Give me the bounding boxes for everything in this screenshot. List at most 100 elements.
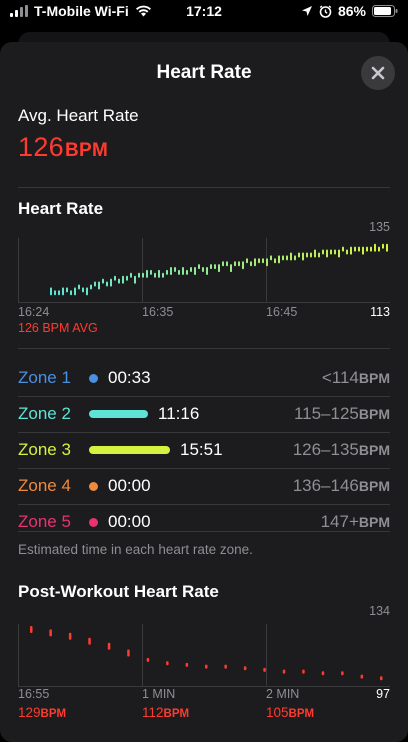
carrier-label: T-Mobile Wi-Fi [34,3,129,19]
post-workout-value-1: 129BPM [18,705,66,720]
hr-y-min-label: 113 [370,305,390,319]
status-bar-right: 86% [301,3,398,19]
heart-rate-point [318,252,320,258]
avg-heart-rate-label: Avg. Heart Rate [18,106,139,125]
divider [18,348,390,349]
heart-rate-point [94,281,96,287]
heart-rate-point [342,246,344,252]
heart-rate-point [306,252,308,258]
post-workout-point [185,662,189,667]
heart-rate-point [362,246,364,255]
post-workout-point [88,637,91,645]
heart-rate-point [282,255,284,261]
pw-x-label-3: 2 MIN [266,687,300,701]
heart-rate-point [166,269,168,275]
avg-heart-rate-value: 126BPM [18,132,108,163]
heart-rate-point [186,269,188,275]
pw-y-min-label: 97 [376,687,390,701]
post-workout-point [302,669,305,674]
zone-time-dot [89,374,98,383]
pw-value-number: 105 [266,705,289,720]
post-workout-point [243,666,247,671]
clock: 17:12 [186,3,222,19]
heart-rate-point [258,258,260,264]
zone-time-bar [89,410,148,418]
post-workout-value-3: 105BPM [266,705,314,720]
heart-rate-point [130,272,132,278]
zone-name: Zone 1 [18,368,71,387]
heart-rate-point [114,275,116,281]
zone-name: Zone 3 [18,440,71,459]
heart-rate-point [330,249,332,255]
zone-divider [18,504,390,505]
heart-rate-point [106,281,108,287]
post-workout-point [146,657,150,662]
heart-rate-chart-title: Heart Rate [18,199,104,218]
post-workout-chart: 134 16:55 1 MIN 2 MIN 97 [18,602,390,702]
close-button[interactable] [361,56,395,90]
heart-rate-point [170,267,172,275]
heart-rate-point [262,258,264,264]
battery-icon [372,5,398,17]
pw-value-unit: BPM [288,708,315,720]
status-bar: T-Mobile Wi-Fi 17:12 86% [0,0,408,24]
zone-row-3: Zone 3 15:51 126–135BPM [18,432,390,468]
heart-rate-point [286,255,288,261]
heart-rate-point [350,246,352,255]
zone-range: <114BPM [322,368,390,388]
zone-row-5: Zone 5 00:00 147+BPM [18,504,390,540]
heart-rate-point [294,255,296,261]
post-workout-point [49,629,52,637]
heart-rate-point [266,258,268,267]
zone-name: Zone 2 [18,404,71,423]
heart-rate-point [278,255,280,264]
post-workout-point [68,632,72,640]
heart-rate-point [298,252,300,258]
hr-avg-label: 126 BPM AVG [18,321,98,335]
heart-rate-chart-svg [18,238,390,303]
heart-rate-point [230,264,232,273]
zone-row-4: Zone 4 00:00 136–146BPM [18,468,390,504]
heart-rate-point [238,261,240,267]
divider [18,187,390,188]
heart-rate-point [214,264,216,270]
zone-range: 147+BPM [321,512,390,532]
heart-rate-point [50,287,52,296]
zones-caption: Estimated time in each heart rate zone. [18,542,253,557]
heart-rate-point [110,278,112,287]
heart-rate-point [62,287,64,296]
heart-rate-sheet: Heart Rate Avg. Heart Rate 126BPM Heart … [0,42,408,742]
heart-rate-point [74,287,76,296]
post-workout-point [341,671,344,676]
heart-rate-point [198,264,200,270]
hr-x-label-1: 16:24 [18,305,50,319]
heart-rate-point [354,246,356,252]
heart-rate-point [290,252,292,261]
pw-value-number: 112 [142,705,164,720]
wifi-icon [135,5,151,17]
heart-rate-point [154,272,156,278]
heart-rate-point [218,264,220,273]
heart-rate-point [58,290,60,296]
heart-rate-point [78,284,80,290]
post-workout-point [107,642,111,650]
post-workout-point [360,674,364,679]
post-workout-point [205,664,208,669]
heart-rate-point [314,249,316,258]
zone-divider [18,432,390,433]
heart-rate-chart: 135 16:24 16:35 16:45 113 [18,218,390,319]
zone-range-unit: BPM [358,406,390,422]
zone-range-unit: BPM [358,442,390,458]
zone-range-value: 126–135 [292,440,359,459]
hr-x-label-2: 16:35 [142,305,174,319]
zone-range: 136–146BPM [293,476,390,496]
zone-range-value: <114 [321,368,359,387]
heart-rate-point [226,261,228,267]
heart-rate-point [250,261,252,267]
heart-rate-point [146,269,148,278]
heart-rate-point [334,249,336,255]
heart-rate-point [82,287,84,293]
zone-time: 00:00 [108,512,151,531]
heart-rate-point [206,267,208,275]
cellular-signal-icon [10,5,28,17]
